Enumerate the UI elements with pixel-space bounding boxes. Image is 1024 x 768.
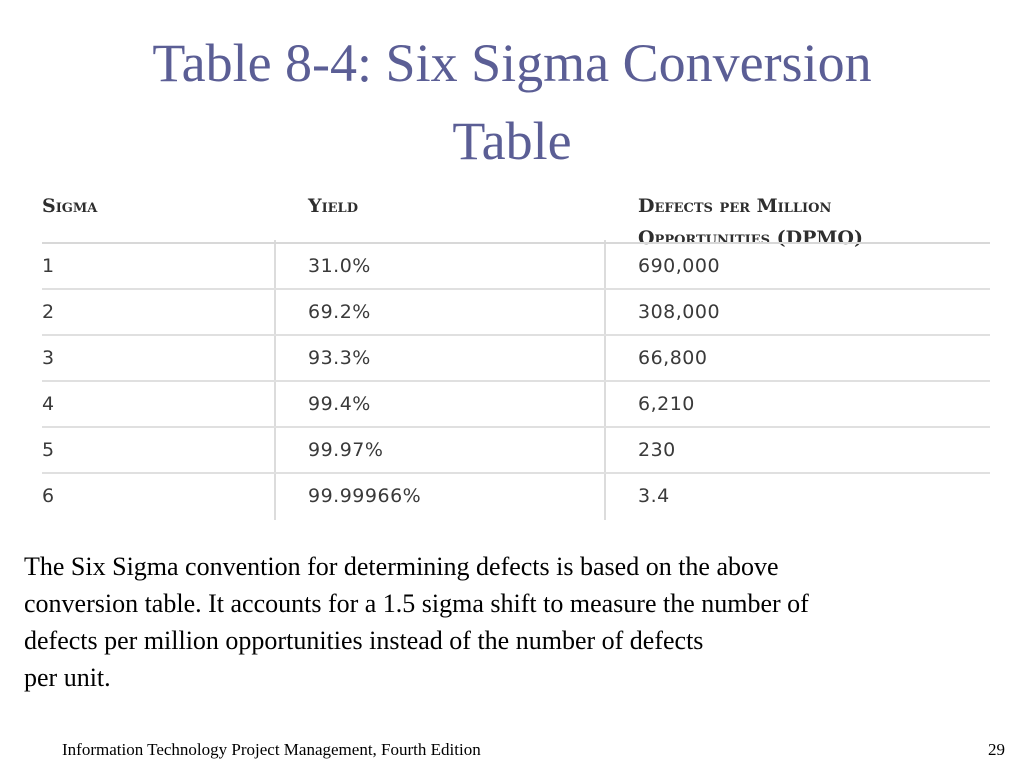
cell-yield: 99.99966% [308,485,422,507]
explanation-line: per unit. [24,663,111,692]
cell-dpmo: 3.4 [638,485,670,507]
explanation-line: The Six Sigma convention for determining… [24,552,779,581]
cell-yield: 99.4% [308,393,371,415]
table-row: 6 99.99966% 3.4 [42,474,990,518]
cell-dpmo: 690,000 [638,255,721,277]
cell-dpmo: 6,210 [638,393,695,415]
table-row: 2 69.2% 308,000 [42,290,990,336]
cell-dpmo: 308,000 [638,301,721,323]
table-row: 3 93.3% 66,800 [42,336,990,382]
cell-sigma: 4 [42,393,55,415]
slide-title: Table 8-4: Six Sigma Conversion Table [0,24,1024,180]
table-row: 1 31.0% 690,000 [42,244,990,290]
explanation-text: The Six Sigma convention for determining… [24,548,984,696]
conversion-table: Sigma Yield Defects per Million Opportun… [42,186,990,520]
cell-dpmo: 230 [638,439,676,461]
table-row: 4 99.4% 6,210 [42,382,990,428]
slide-title-line-1: Table 8-4: Six Sigma Conversion [152,33,872,93]
table-body: 1 31.0% 690,000 2 69.2% 308,000 3 93.3% … [42,242,990,518]
slide-title-line-2: Table [452,111,572,171]
header-sigma: Sigma [42,195,98,217]
footer-text: Information Technology Project Managemen… [62,740,481,759]
cell-yield: 99.97% [308,439,384,461]
header-dpmo-line-1: Defects per Million [638,195,832,217]
explanation-line: defects per million opportunities instea… [24,626,704,655]
cell-yield: 69.2% [308,301,371,323]
cell-dpmo: 66,800 [638,347,708,369]
table-header: Sigma Yield Defects per Million Opportun… [42,186,990,249]
table-row: 5 99.97% 230 [42,428,990,474]
cell-sigma: 6 [42,485,55,507]
cell-sigma: 5 [42,439,55,461]
cell-sigma: 3 [42,347,55,369]
cell-yield: 93.3% [308,347,371,369]
header-yield: Yield [308,195,358,217]
page-number: 29 [988,740,1005,759]
cell-sigma: 2 [42,301,55,323]
cell-yield: 31.0% [308,255,371,277]
cell-sigma: 1 [42,255,55,277]
explanation-line: conversion table. It accounts for a 1.5 … [24,589,809,618]
